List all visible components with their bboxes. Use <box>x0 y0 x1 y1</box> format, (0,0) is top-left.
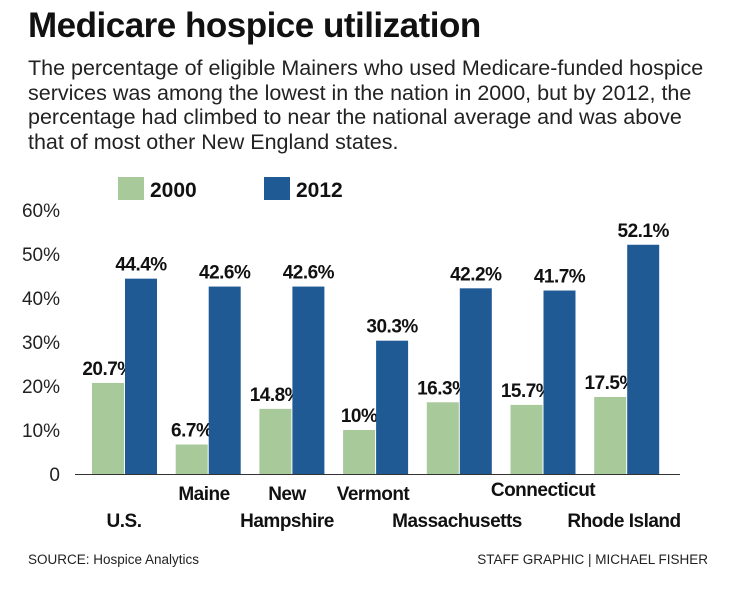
legend-swatch-2012 <box>264 177 290 200</box>
y-tick-label: 0 <box>49 465 60 486</box>
data-label-2012: 42.6% <box>283 263 335 284</box>
bar-2012 <box>292 286 325 474</box>
data-label-2012: 41.7% <box>534 267 586 288</box>
bar-2000 <box>426 402 459 474</box>
data-label-2000: 17.5% <box>585 373 637 394</box>
data-label-2012: 44.4% <box>115 255 167 276</box>
data-label-2000: 16.3% <box>417 378 469 399</box>
data-label-2012: 52.1% <box>618 221 670 242</box>
data-label-2000: 6.7% <box>171 421 213 442</box>
bar-2012 <box>459 288 492 474</box>
bar-2000 <box>343 430 376 474</box>
staff-credit: STAFF GRAPHIC | MICHAEL FISHER <box>477 552 708 567</box>
chart-subtitle: The percentage of eligible Mainers who u… <box>28 56 704 154</box>
bar-2000 <box>510 404 543 474</box>
category-label: U.S. <box>107 511 142 532</box>
category-label: Maine <box>178 484 229 505</box>
y-tick-label: 40% <box>22 289 60 310</box>
y-tick-label: 10% <box>22 421 60 442</box>
data-label-2000: 10% <box>341 406 378 427</box>
data-label-2012: 42.6% <box>199 263 251 284</box>
data-label-2012: 42.2% <box>450 264 502 285</box>
bar-2000 <box>92 382 124 474</box>
bar-2012 <box>208 286 241 474</box>
bar-2000 <box>594 397 627 474</box>
data-label-2000: 14.8% <box>250 385 302 406</box>
chart-title: Medicare hospice utilization <box>28 6 481 45</box>
category-label: Hampshire <box>240 511 334 532</box>
bar-2012 <box>125 278 157 474</box>
data-label-2000: 20.7% <box>82 359 134 380</box>
category-label: New <box>268 484 306 505</box>
y-tick-label: 60% <box>22 201 60 222</box>
y-tick-label: 20% <box>22 377 60 398</box>
y-tick-label: 30% <box>22 333 60 354</box>
data-label-2012: 30.3% <box>366 317 418 338</box>
category-label: Massachusetts <box>392 511 522 532</box>
category-label: Rhode Island <box>567 511 680 532</box>
legend-label-2012: 2012 <box>296 179 343 202</box>
bar-chart: 0 10% 20% 30% 40% 50% 60% 2000 2012 20.7% 44.4% 6.7… <box>22 177 681 532</box>
bar-2012 <box>376 340 409 474</box>
y-tick-label: 50% <box>22 245 60 266</box>
category-label: Vermont <box>337 484 411 505</box>
bar-2000 <box>259 408 292 474</box>
legend-label-2000: 2000 <box>150 179 197 202</box>
bar-2012 <box>543 290 576 474</box>
category-label: Connecticut <box>491 480 596 501</box>
source-note: SOURCE: Hospice Analytics <box>28 552 200 567</box>
legend-swatch-2000 <box>118 177 144 200</box>
bar-2012 <box>627 244 660 474</box>
bar-2000 <box>175 444 208 474</box>
data-label-2000: 15.7% <box>501 381 553 402</box>
